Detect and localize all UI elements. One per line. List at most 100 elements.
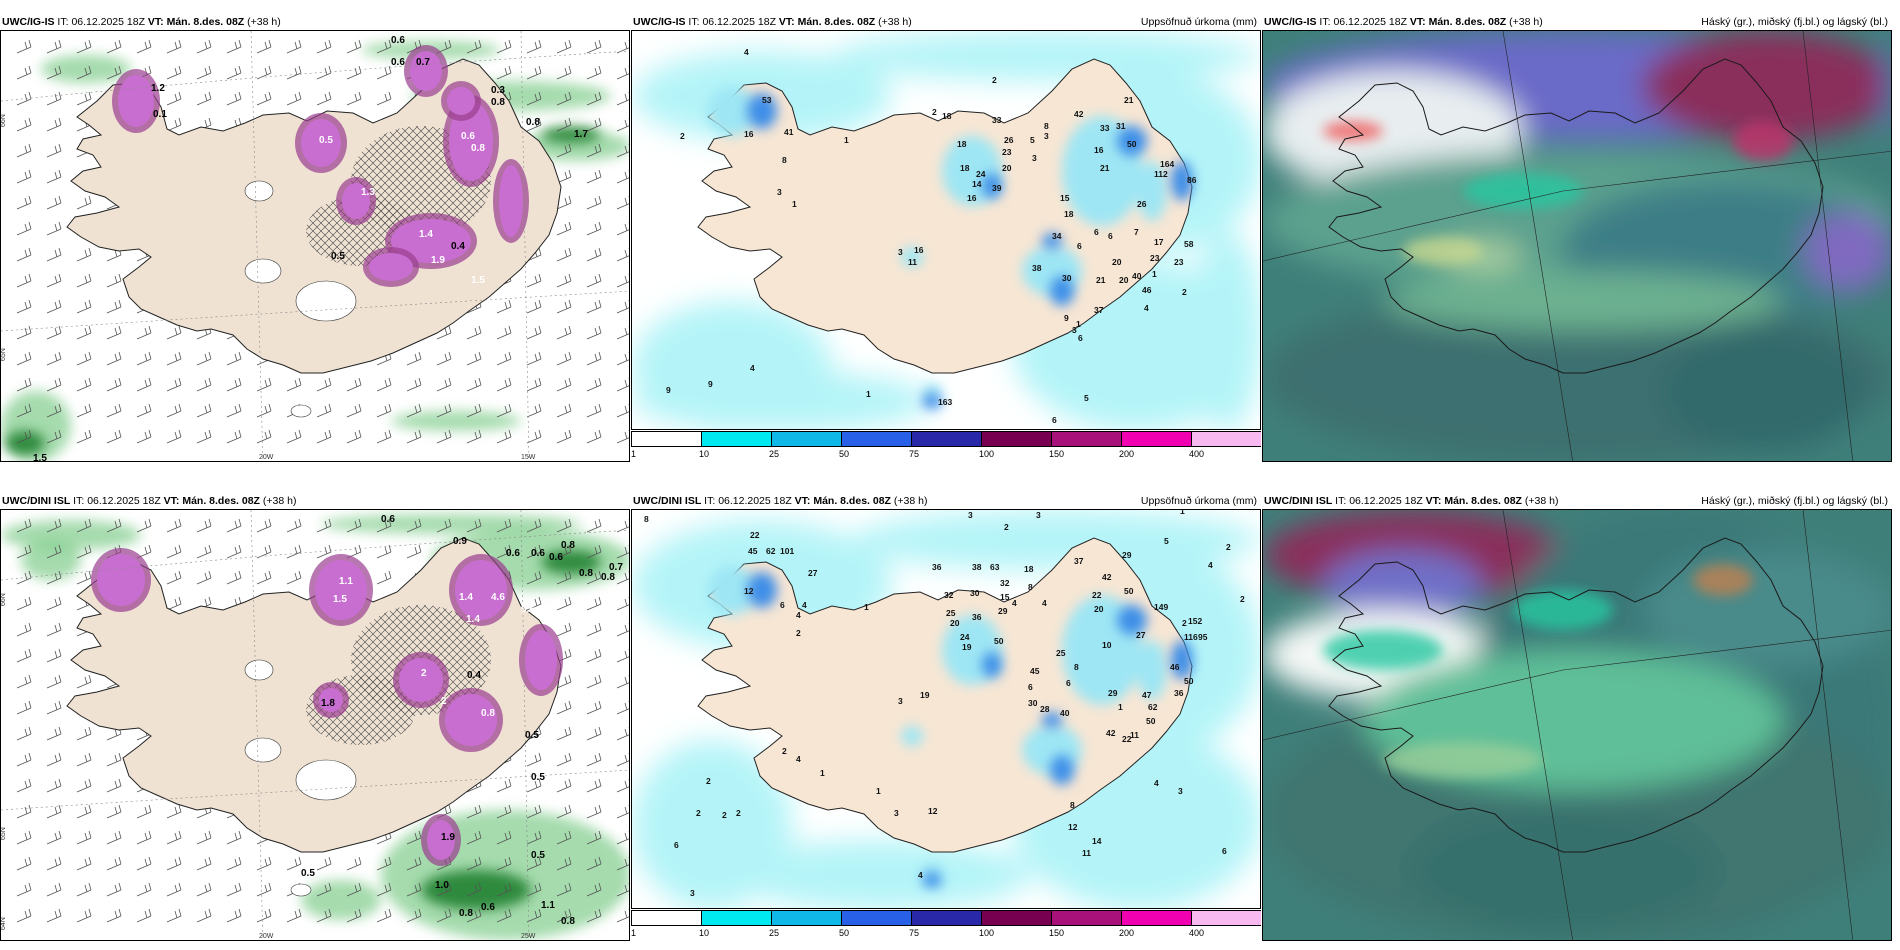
wind-barb xyxy=(226,403,242,418)
precip-value-label: 12 xyxy=(1068,822,1078,832)
precip-value-label: 14 xyxy=(972,179,982,189)
precip-value-label: 1.1 xyxy=(541,900,555,911)
wind-barb xyxy=(496,377,512,392)
precip-value-label: 2 xyxy=(1226,542,1231,552)
precip-value-label: 0.8 xyxy=(526,117,540,128)
wind-barb xyxy=(16,221,32,236)
wind-barb xyxy=(286,429,302,444)
precip-value-label: 0.8 xyxy=(459,908,473,919)
wind-barb xyxy=(466,856,482,871)
wind-barb xyxy=(526,882,542,897)
panel-header: UWC/DINI ISL IT: 06.12.2025 18Z VT: Mán.… xyxy=(0,493,630,509)
wind-barb xyxy=(556,247,572,262)
precip-value-label: 2 xyxy=(1240,594,1245,604)
wind-barb xyxy=(556,351,572,366)
wind-barb xyxy=(556,325,572,340)
wind-barb xyxy=(466,403,482,418)
wind-barb xyxy=(16,596,32,611)
wind-barb xyxy=(616,727,629,741)
wind-barb xyxy=(46,143,62,158)
precip-value-label: 28 xyxy=(1040,704,1050,714)
wind-barb xyxy=(16,856,32,871)
wind-barb xyxy=(16,377,32,392)
precip-value-label: 9 xyxy=(708,379,713,389)
precip-value-label: 1 xyxy=(1152,269,1157,279)
wind-barb xyxy=(226,429,242,444)
precip-value-label: 20 xyxy=(1112,257,1122,267)
precip-value-label: 8 xyxy=(1074,662,1079,672)
wind-barb xyxy=(526,429,542,444)
wind-barb xyxy=(466,882,482,897)
wind-barb xyxy=(106,778,122,793)
precip-value-label: 6 xyxy=(1052,415,1057,425)
wind-barb xyxy=(376,518,392,533)
wind-barb xyxy=(616,326,629,340)
wind-barb xyxy=(16,273,32,288)
wind-barb xyxy=(76,91,92,106)
colorbar-tick-label: 400 xyxy=(1189,449,1205,459)
precip-value-label: 86 xyxy=(1187,175,1197,185)
wind-barb xyxy=(46,65,62,80)
precip-value-label: 36 xyxy=(1174,688,1184,698)
wind-barb xyxy=(16,429,32,444)
wind-barb xyxy=(616,883,629,897)
wind-barb xyxy=(436,518,452,533)
wind-barb xyxy=(586,65,602,80)
wind-barb xyxy=(496,908,512,923)
wind-barb xyxy=(46,247,62,262)
wind-barb xyxy=(616,248,629,262)
precip-value-label: 4 xyxy=(1208,560,1213,570)
initial-time: 06.12.2025 18Z xyxy=(87,495,161,507)
precip-value-label: 0.6 xyxy=(461,131,475,142)
precip-value-label: 40 xyxy=(1060,708,1070,718)
precip-value-labels: 0.60.6 0.70.30.81.71.20.10.80.51.30.60.81… xyxy=(33,35,588,461)
wind-barb xyxy=(346,518,362,533)
precip-value-label: 1 xyxy=(876,786,881,796)
wind-barb xyxy=(166,39,182,54)
wind-barb xyxy=(406,856,422,871)
precip-value-label: 6 xyxy=(674,840,679,850)
wind-barb xyxy=(586,195,602,210)
wind-barb xyxy=(526,570,542,585)
precip-value-label: 4.6 xyxy=(491,592,505,603)
precip-value-label: 3 xyxy=(894,808,899,818)
wind-barb xyxy=(526,778,542,793)
wind-barb xyxy=(376,856,392,871)
precip-value-label: 24 xyxy=(976,169,986,179)
precip-value-label: 1 xyxy=(1076,319,1081,329)
precip-value-label: 4 xyxy=(1154,778,1159,788)
wind-barb xyxy=(166,544,182,559)
precip-value-label: 39 xyxy=(992,183,1002,193)
precip-value-label: 1 xyxy=(1118,702,1123,712)
precip-value-label: 4 xyxy=(918,870,923,880)
precip-value-label: 20 xyxy=(1002,163,1012,173)
wind-barb xyxy=(436,882,452,897)
wind-barb xyxy=(196,518,212,533)
colorbar-swatch xyxy=(631,910,702,926)
lead-time: (+38 h) xyxy=(247,16,281,28)
wind-barb xyxy=(556,778,572,793)
precip-value-label: 0.5 xyxy=(531,850,545,861)
wind-barb xyxy=(136,403,152,418)
precip-value-label: 18 xyxy=(960,163,970,173)
precip-value-label: 5 xyxy=(1030,135,1035,145)
colorbar-swatch xyxy=(981,431,1052,447)
lon-label: 15W xyxy=(521,454,536,461)
wind-barb xyxy=(76,674,92,689)
wind-barb xyxy=(586,403,602,418)
precip-value-label: 1.7 xyxy=(574,129,588,140)
precip-value-label: 5 xyxy=(1084,393,1089,403)
wind-barb xyxy=(106,273,122,288)
wind-barb xyxy=(586,856,602,871)
wind-barb xyxy=(76,65,92,80)
wind-barb xyxy=(436,325,452,340)
wind-barb xyxy=(556,700,572,715)
precip-value-label: 12 xyxy=(744,586,754,596)
model-name: UWC/DINI ISL xyxy=(1264,495,1333,507)
wind-barb xyxy=(616,805,629,819)
wind-barb xyxy=(166,518,182,533)
wind-barb xyxy=(616,571,629,585)
lat-label: 64N xyxy=(1,917,7,930)
